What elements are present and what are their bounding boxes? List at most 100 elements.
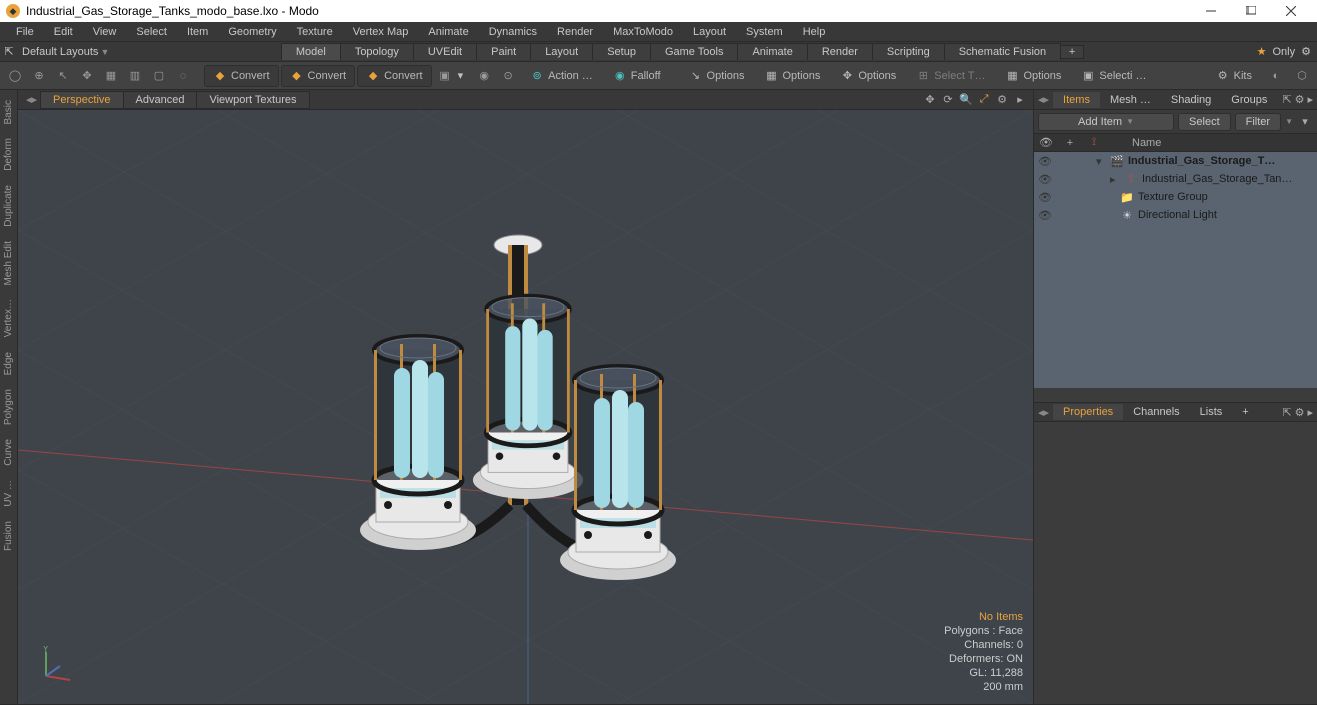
menu-geometry[interactable]: Geometry <box>218 26 286 38</box>
vtab-polygon[interactable]: Polygon <box>1 383 16 431</box>
eye-icon[interactable]: 👁 <box>1038 173 1052 186</box>
only-label[interactable]: Only <box>1273 46 1296 58</box>
layout-tab-gametools[interactable]: Game Tools <box>650 43 739 60</box>
col-add-icon[interactable]: + <box>1062 137 1078 149</box>
eye-icon[interactable]: 👁 <box>1038 191 1052 204</box>
tree-row-root[interactable]: 👁 ▾ 🎬 Industrial_Gas_Storage_T… <box>1034 152 1317 170</box>
tree-row-texgroup[interactable]: 👁 📁 Texture Group <box>1034 188 1317 206</box>
vtab-meshedit[interactable]: Mesh Edit <box>1 235 16 291</box>
layout-tab-render[interactable]: Render <box>807 43 873 60</box>
options-button-1[interactable]: ↘Options <box>680 65 754 87</box>
menu-dynamics[interactable]: Dynamics <box>479 26 547 38</box>
layout-tab-scripting[interactable]: Scripting <box>872 43 945 60</box>
item-tree[interactable]: 👁 ▾ 🎬 Industrial_Gas_Storage_T… 👁 ▸ ⟟ In… <box>1034 152 1317 388</box>
vtab-curve[interactable]: Curve <box>1 433 16 472</box>
layout-tab-layout[interactable]: Layout <box>530 43 593 60</box>
tool-scale-icon[interactable]: ▦ <box>100 65 122 87</box>
vp-gear-icon[interactable]: ⚙ <box>995 93 1009 106</box>
viewport-tab-perspective[interactable]: Perspective <box>40 91 123 109</box>
vp-zoom-icon[interactable]: 🔍 <box>959 93 973 106</box>
star-icon[interactable]: ★ <box>1257 45 1267 58</box>
filter-button[interactable]: Filter <box>1235 113 1281 131</box>
viewport-tab-advanced[interactable]: Advanced <box>123 91 198 109</box>
expand-arrow-icon[interactable]: ▸ <box>1110 173 1120 186</box>
menu-file[interactable]: File <box>6 26 44 38</box>
vtab-duplicate[interactable]: Duplicate <box>1 179 16 233</box>
col-axis-icon[interactable]: ⟟ <box>1086 136 1102 149</box>
menu-item[interactable]: Item <box>177 26 218 38</box>
menu-view[interactable]: View <box>83 26 127 38</box>
selecti-button[interactable]: ▣Selecti … <box>1072 65 1155 87</box>
tab-shading[interactable]: Shading <box>1161 92 1221 108</box>
vp-fit-icon[interactable]: ⤢ <box>977 93 991 106</box>
vtab-vertex[interactable]: Vertex… <box>1 293 16 343</box>
menu-animate[interactable]: Animate <box>418 26 478 38</box>
panel-gear-icon[interactable]: ⚙ <box>1295 93 1305 106</box>
viewport-3d[interactable]: Y No Items Polygons : Face Channels: 0 D… <box>18 110 1033 704</box>
menu-layout[interactable]: Layout <box>683 26 736 38</box>
viewport-tab-textures[interactable]: Viewport Textures <box>196 91 309 109</box>
vp-rotate-icon[interactable]: ⟳ <box>941 93 955 106</box>
convert-button-1[interactable]: ◆Convert <box>204 65 279 87</box>
unity-icon[interactable]: ⬡ <box>1291 65 1313 87</box>
panel-collapse-icon[interactable]: ⇱ <box>1282 93 1291 106</box>
menu-system[interactable]: System <box>736 26 793 38</box>
col-visibility-icon[interactable]: 👁 <box>1038 136 1054 149</box>
kits-button[interactable]: ⚙Kits <box>1207 65 1261 87</box>
menu-maxtomodo[interactable]: MaxToModo <box>603 26 683 38</box>
tool-pointer-icon[interactable]: ↖ <box>52 65 74 87</box>
tab-groups[interactable]: Groups <box>1221 92 1277 108</box>
select-button[interactable]: Select <box>1178 113 1231 131</box>
prop-collapse-icon[interactable]: ⇱ <box>1282 406 1291 419</box>
tool-globe-icon[interactable]: ⊕ <box>28 65 50 87</box>
tool-move-icon[interactable]: ✥ <box>76 65 98 87</box>
prop-gear-icon[interactable]: ⚙ <box>1295 406 1305 419</box>
tool-center-icon[interactable]: ⊙ <box>497 65 519 87</box>
vp-chevron-icon[interactable]: ▸ <box>1013 93 1027 106</box>
panel-chevron-icon[interactable]: ▸ <box>1307 93 1313 106</box>
menu-edit[interactable]: Edit <box>44 26 83 38</box>
tab-add-prop[interactable]: + <box>1232 404 1258 420</box>
menu-texture[interactable]: Texture <box>287 26 343 38</box>
convert-button-2[interactable]: ◆Convert <box>281 65 356 87</box>
tool-circle-icon[interactable]: ◌ <box>172 65 194 87</box>
eye-icon[interactable]: 👁 <box>1038 209 1052 222</box>
convert-button-3[interactable]: ◆Convert <box>357 65 432 87</box>
pin-icon[interactable]: ⇱ <box>0 45 18 58</box>
options-button-4[interactable]: ▦Options <box>996 65 1070 87</box>
menu-help[interactable]: Help <box>793 26 836 38</box>
vtab-basic[interactable]: Basic <box>1 94 16 130</box>
add-item-button[interactable]: Add Item▼ <box>1038 113 1174 131</box>
tree-row-mesh[interactable]: 👁 ▸ ⟟ Industrial_Gas_Storage_Tan… <box>1034 170 1317 188</box>
tab-lists[interactable]: Lists <box>1190 404 1233 420</box>
filter-caret-icon[interactable]: ▼ <box>1285 117 1293 126</box>
tab-mesh[interactable]: Mesh … <box>1100 92 1161 108</box>
funnel-icon[interactable]: ▾ <box>1297 115 1313 128</box>
tool-symmetry-icon[interactable]: ◉ <box>473 65 495 87</box>
tool-cube-icon[interactable]: ▣ <box>434 65 456 87</box>
unreal-icon[interactable]: ◐ <box>1265 65 1287 87</box>
prop-chevron-icon[interactable]: ▸ <box>1307 406 1313 419</box>
tab-channels[interactable]: Channels <box>1123 404 1189 420</box>
tab-items[interactable]: Items <box>1053 92 1100 108</box>
layout-gear-icon[interactable]: ⚙ <box>1301 45 1311 58</box>
menu-select[interactable]: Select <box>126 26 177 38</box>
menu-vertexmap[interactable]: Vertex Map <box>343 26 419 38</box>
layout-tab-add[interactable]: + <box>1060 45 1084 59</box>
vtab-deform[interactable]: Deform <box>1 132 16 177</box>
vtab-fusion[interactable]: Fusion <box>1 515 16 557</box>
options-button-3[interactable]: ✥Options <box>831 65 905 87</box>
tab-properties[interactable]: Properties <box>1053 404 1123 420</box>
layout-tab-paint[interactable]: Paint <box>476 43 531 60</box>
vtab-edge[interactable]: Edge <box>1 346 16 381</box>
layout-tab-topology[interactable]: Topology <box>340 43 414 60</box>
close-button[interactable] <box>1271 0 1311 22</box>
viewport-handle-icon[interactable]: ◂▸ <box>22 93 41 106</box>
item-handle-icon[interactable]: ◂▸ <box>1034 93 1053 106</box>
tool-grid-icon[interactable]: ▥ <box>124 65 146 87</box>
layout-tab-model[interactable]: Model <box>281 43 341 60</box>
layout-tab-uvedit[interactable]: UVEdit <box>413 43 477 60</box>
prop-handle-icon[interactable]: ◂▸ <box>1034 406 1053 419</box>
cube-caret-icon[interactable]: ▾ <box>458 69 464 82</box>
tool-rect-icon[interactable]: ▢ <box>148 65 170 87</box>
